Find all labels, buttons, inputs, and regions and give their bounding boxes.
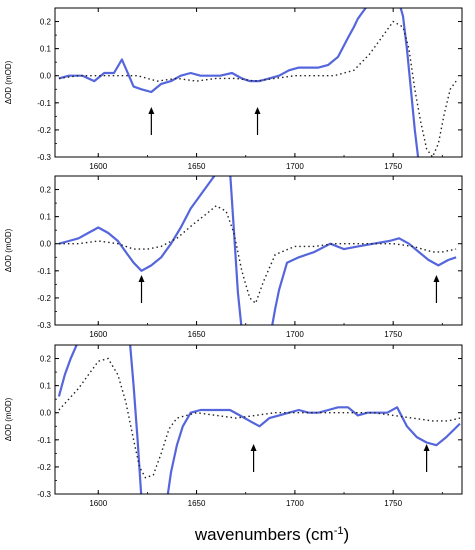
y-tick-label: -0.3	[37, 321, 51, 330]
y-tick-label: 0.0	[40, 409, 52, 418]
series-solid-line-2	[129, 345, 143, 494]
x-axis-label: wavenumbers (cm-1)	[194, 525, 349, 544]
chart-panel-1: -0.3 -0.2 -0.1 0.0 0.1 0.2 1600 1650 1700 1750 ΔOD…	[4, 7, 463, 171]
y-tick-label: 0.0	[40, 240, 52, 249]
y-tick-label: 0.0	[40, 72, 52, 81]
y-tick-label: -0.2	[37, 126, 51, 135]
y-tick-label: 0.2	[40, 355, 52, 364]
x-tick-label: 1750	[384, 162, 402, 171]
y-tick-label: -0.1	[37, 99, 51, 108]
x-axis-label-main: wavenumbers (cm	[194, 525, 334, 544]
series-dotted-line-3	[58, 20, 457, 157]
y-axis-label: ΔOD (mOD)	[4, 228, 13, 272]
y-axis-label: ΔOD (mOD)	[4, 60, 13, 104]
plot-area	[58, 8, 457, 157]
arrow-marker	[250, 444, 257, 472]
y-tick-label: 0.2	[40, 18, 52, 27]
arrow-marker	[433, 275, 440, 303]
y-axis-label: ΔOD (mOD)	[4, 397, 13, 441]
y-tick-label: -0.3	[37, 490, 51, 499]
x-tick-label: 1700	[286, 162, 304, 171]
series-solid-line-1	[58, 176, 216, 272]
y-tick-label: 0.2	[40, 186, 52, 195]
series-solid-line-3	[166, 406, 461, 494]
chart-panel-2: -0.3 -0.2 -0.1 0.0 0.1 0.2 1600 1650 1700 1750 ΔOD…	[4, 175, 463, 339]
x-tick-label: 1700	[286, 330, 304, 339]
plot-area	[57, 345, 461, 494]
arrow-marker	[138, 275, 145, 303]
arrow-head	[138, 275, 145, 282]
series-dotted-line-4	[58, 357, 461, 479]
plot-frame	[54, 344, 463, 495]
series-solid-line-3	[271, 237, 457, 325]
series-dotted-line-4	[58, 204, 457, 305]
arrow-head	[423, 444, 430, 451]
x-tick-label: 1600	[89, 499, 107, 508]
x-tick-label: 1650	[188, 330, 206, 339]
y-tick-label: 0.1	[40, 382, 52, 391]
arrow-head	[254, 107, 261, 114]
x-tick-label: 1650	[188, 499, 206, 508]
arrow-head	[148, 107, 155, 114]
arrow-marker	[148, 107, 155, 135]
y-tick-label: -0.2	[37, 463, 51, 472]
y-tick-label: -0.1	[37, 436, 51, 445]
y-tick-label: 0.1	[40, 213, 52, 222]
series-solid-line-2	[399, 8, 420, 157]
plot-frame	[54, 175, 463, 326]
x-tick-label: 1700	[286, 499, 304, 508]
x-tick-label: 1750	[384, 330, 402, 339]
y-tick-label: -0.3	[37, 153, 51, 162]
x-axis-label-superscript: -1	[334, 525, 344, 537]
x-tick-label: 1650	[188, 162, 206, 171]
plot-area	[58, 176, 457, 325]
series-solid-line-2	[229, 176, 243, 325]
series-solid-line-1	[57, 345, 78, 397]
y-tick-label: -0.1	[37, 267, 51, 276]
plot-frame	[54, 7, 463, 158]
arrow-head	[433, 275, 440, 282]
x-tick-label: 1750	[384, 499, 402, 508]
x-tick-label: 1600	[89, 162, 107, 171]
x-tick-label: 1600	[89, 330, 107, 339]
chart-panel-3: -0.3 -0.2 -0.1 0.0 0.1 0.2 1600 1650 1700 1750 ΔOD…	[4, 344, 463, 508]
y-tick-label: -0.2	[37, 294, 51, 303]
y-tick-label: 0.1	[40, 45, 52, 54]
arrow-marker	[423, 444, 430, 472]
arrow-marker	[254, 107, 261, 135]
series-solid-line-1	[58, 8, 368, 94]
panels: -0.3 -0.2 -0.1 0.0 0.1 0.2 1600 1650 1700 1750 ΔOD…	[4, 7, 463, 508]
x-axis-label-close: )	[343, 525, 349, 544]
arrow-head	[250, 444, 257, 451]
